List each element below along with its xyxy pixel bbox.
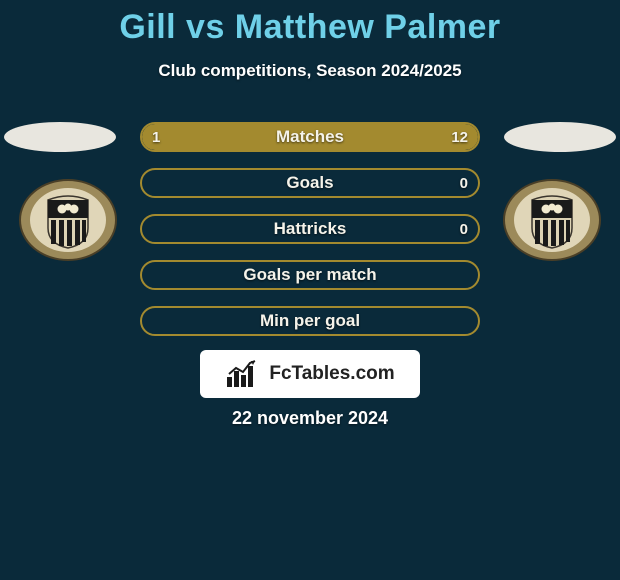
stat-row: 0Hattricks [140, 214, 480, 244]
site-logo-box[interactable]: FcTables.com [200, 350, 420, 398]
club-badge-left [18, 178, 118, 262]
stat-row: Min per goal [140, 306, 480, 336]
generated-date: 22 november 2024 [0, 408, 620, 429]
stat-label: Goals per match [142, 262, 478, 288]
notts-county-crest-icon [502, 178, 602, 262]
stat-label: Min per goal [142, 308, 478, 334]
subtitle: Club competitions, Season 2024/2025 [0, 61, 620, 81]
stat-label: Goals [142, 170, 478, 196]
stat-label: Hattricks [142, 216, 478, 242]
club-badge-right [502, 178, 602, 262]
site-logo-text: FcTables.com [269, 363, 394, 385]
player-right-placeholder [504, 122, 616, 152]
stats-container: 112Matches 0Goals 0Hattricks Goals per matc… [140, 122, 480, 352]
page-title: Gill vs Matthew Palmer [0, 0, 620, 47]
stat-row: 112Matches [140, 122, 480, 152]
fctables-chart-icon [225, 359, 265, 389]
stat-label: Matches [142, 124, 478, 150]
notts-county-crest-icon [18, 178, 118, 262]
player-left-placeholder [4, 122, 116, 152]
stat-row: 0Goals [140, 168, 480, 198]
stat-row: Goals per match [140, 260, 480, 290]
